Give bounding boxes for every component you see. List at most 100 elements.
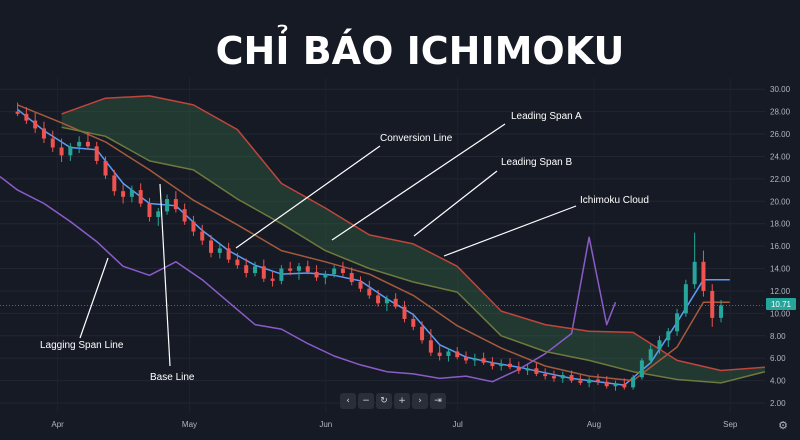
ichimoku-cloud [61,95,766,383]
candle-body [182,209,187,222]
candle-body [472,358,477,361]
annotation-leading-span-a: Leading Span A [511,111,582,122]
candle-body [490,362,495,367]
series-line-leading-span-a [61,95,766,372]
x-tick-label: May [182,420,197,429]
x-tick-label: Sep [723,420,738,429]
y-tick-label: 10.00 [770,309,791,318]
candle-body [173,199,178,210]
candle-body [420,326,425,341]
candle-body [41,128,46,139]
pointer-conversion-line [235,145,381,249]
y-axis: 2.00 4.00 6.00 8.00 10.00 12.00 14.00 16.00 18.0… [770,85,791,408]
candle-body [77,141,82,147]
series-line-leading-span-b [61,126,766,384]
y-tick-label: 26.00 [770,130,791,139]
candle-body [24,113,29,121]
candle-body [279,268,284,281]
reset-icon[interactable]: ↻ [376,393,392,409]
candle-body [253,266,257,274]
candle-body [349,273,354,282]
y-tick-label: 22.00 [770,175,791,184]
candle-body [244,265,249,274]
pointer-base-line [159,183,171,367]
candle-body [446,351,451,356]
candle-body [270,278,275,281]
annotation-pointers [79,123,577,367]
y-tick-label: 16.00 [770,242,791,251]
last-price-badge: 10.71 [766,298,796,310]
pointer-leading-span-a [331,123,506,241]
candle-body [508,363,512,368]
candle-body [613,383,618,387]
y-tick-label: 20.00 [770,197,791,206]
y-tick-label: 28.00 [770,108,791,117]
annotation-conversion-line: Conversion Line [380,133,453,144]
candle-body [455,351,460,358]
candle-body [138,190,143,204]
x-tick-label: Apr [51,420,64,429]
candle-body [94,146,99,161]
pointer-leading-span-b [413,170,498,237]
candle-body [604,381,609,387]
candle-body [683,284,688,314]
candle-body [666,331,671,341]
candle-body [200,231,205,241]
gear-icon[interactable]: ⚙ [778,418,788,432]
candle-body [534,368,539,374]
chevron-left-icon[interactable]: ‹ [340,393,356,409]
candle-body [121,191,126,197]
candle-body [569,375,574,381]
candle-body [323,274,328,278]
candle-body [525,368,530,371]
zoom-out-icon[interactable]: − [358,393,374,409]
y-tick-label: 18.00 [770,220,791,229]
candle-body [288,268,293,271]
candle-body [59,147,64,156]
y-tick-label: 12.00 [770,287,791,296]
zoom-in-icon[interactable]: + [394,393,410,409]
candle-body [358,281,363,289]
candle-body [85,141,90,147]
candle-body [112,175,117,192]
candle-body [402,306,407,319]
x-tick-label: Jul [453,420,463,429]
candle-body [428,340,433,353]
cloud-segment [61,95,766,383]
candle-body [156,211,161,217]
skip-end-icon[interactable]: ⇥ [430,393,446,409]
y-tick-label: 6.00 [770,354,786,363]
candle-body [261,266,266,279]
candle-body [296,266,301,271]
candle-body [226,248,231,260]
candle-body [464,357,469,361]
x-tick-label: Jun [319,420,332,429]
candle-body [578,380,583,383]
candle-body [314,271,319,278]
candle-body [560,375,565,379]
y-tick-label: 24.00 [770,152,791,161]
candle-body [332,268,337,275]
candle-body [543,373,548,377]
series-line-lagging-span-line [0,176,617,383]
candle-body [692,261,697,285]
annotation-leading-span-b: Leading Span B [501,157,573,168]
series-line-conversion-line [17,108,730,386]
candle-body [719,305,724,318]
candle-body [648,349,653,361]
candle-body [15,111,20,114]
y-tick-label: 8.00 [770,332,786,341]
annotation-lagging-span-line: Lagging Span Line [40,340,124,351]
pointer-ichimoku-cloud [443,205,577,257]
candle-body [516,367,521,371]
pointer-lagging-span-line [79,257,109,339]
y-tick-label: 30.00 [770,85,791,94]
chevron-right-icon[interactable]: › [412,393,428,409]
candle-body [305,266,310,272]
chart-toolbar: ‹ − ↻ + › ⇥ [340,393,446,411]
y-tick-label: 2.00 [770,399,786,408]
candle-body [147,203,152,217]
candle-body [622,383,627,388]
candle-body [595,379,600,382]
